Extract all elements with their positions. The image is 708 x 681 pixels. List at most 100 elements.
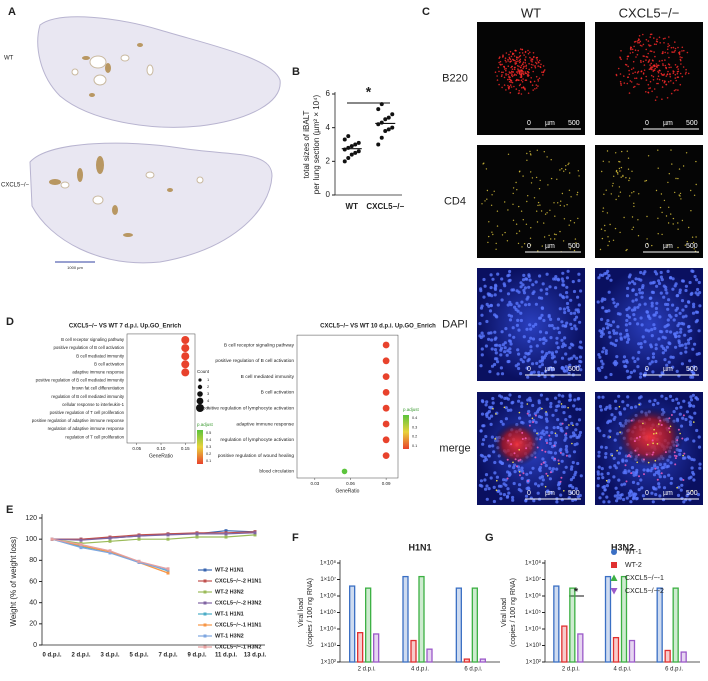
cell [524,437,527,440]
cell [653,37,655,39]
cell [684,346,688,350]
cell [528,420,532,424]
cell [560,405,565,409]
cell [520,79,523,82]
cell [681,75,684,78]
cell [521,278,526,282]
cell [676,66,678,69]
cell [679,351,683,355]
cell [678,452,682,456]
cell [620,82,622,85]
dot [341,468,348,475]
data-point [137,534,141,538]
cell [639,342,643,346]
cell [645,48,647,51]
cell [620,166,623,169]
cell [506,240,509,242]
cell [671,355,675,359]
bar [664,649,671,663]
cell [673,454,676,457]
cell [655,43,657,46]
cell [500,461,504,465]
cell [542,65,545,67]
y-tick-label: 1×10⁵ [525,609,542,616]
cell [680,299,685,303]
cell [632,86,635,88]
cell [630,419,633,422]
cell [681,308,685,312]
cell [612,456,616,460]
cell [669,330,673,334]
cell [677,70,680,73]
cell [574,365,578,369]
cell [568,394,572,399]
cell [521,52,524,54]
cell [530,58,533,60]
cell [691,371,695,375]
cell [676,439,679,442]
cell [662,52,664,54]
cell [490,414,494,418]
cell [521,431,524,434]
cell [670,66,672,69]
cell [506,408,510,412]
cell [659,206,662,209]
cell [480,313,484,317]
cell [499,63,501,66]
cell [530,154,532,156]
cell [608,335,612,339]
cell [674,313,678,318]
cell [684,73,687,75]
cell [504,327,508,331]
legend-marker [611,562,617,568]
cell [552,355,556,359]
cell [507,78,509,81]
cell [514,62,516,64]
cell [659,419,662,422]
cell [577,418,582,422]
cell [672,70,674,72]
cell [517,352,521,356]
cell [611,185,614,187]
cell [689,475,693,479]
cell [651,244,653,247]
cell [506,303,510,307]
cell [489,476,493,480]
cell [536,446,539,449]
cell [642,33,644,36]
cell [519,318,524,323]
cell [526,412,529,415]
cell [485,484,489,488]
cell [692,404,696,408]
cell [548,437,553,441]
cell [519,372,523,376]
cell [515,74,517,76]
cell [531,61,533,63]
cell [688,226,690,229]
cell [630,81,633,83]
cell [561,279,565,283]
cell [663,73,665,75]
cell [505,495,509,499]
cell [657,149,659,151]
micrograph: 0 µm 500 [477,145,585,258]
cell [561,452,565,456]
cell [619,332,623,336]
cell [679,195,681,197]
cell [480,412,485,416]
cell [669,315,673,319]
cell [688,404,692,408]
legend-dot [196,404,204,412]
cell [557,331,562,335]
cell [554,275,558,279]
cell [565,165,567,167]
cell [668,44,671,47]
cell [575,242,577,244]
cell [682,165,685,167]
cell [524,87,526,90]
cell [496,360,500,364]
cell [631,216,634,218]
cell [521,81,524,83]
cell [527,274,531,278]
cell [640,295,644,299]
